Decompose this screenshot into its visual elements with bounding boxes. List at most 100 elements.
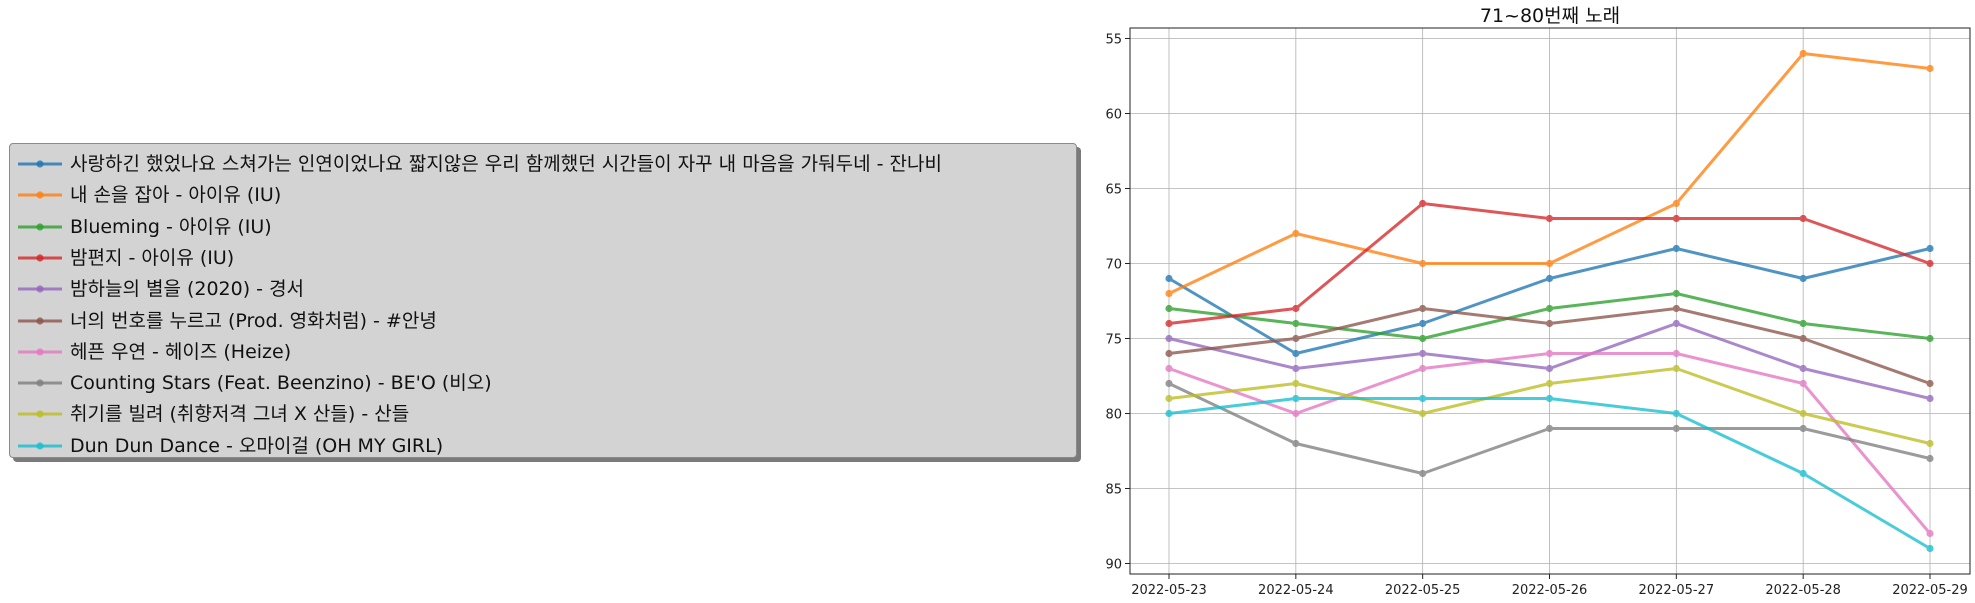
y-tick-label: 65: [1105, 183, 1122, 198]
legend-label: Counting Stars (Feat. Beenzino) - BE'O (…: [70, 372, 492, 395]
data-point: [1545, 304, 1554, 313]
data-point: [1799, 424, 1807, 433]
series-10: [1165, 394, 1934, 553]
legend-item: 밤하늘의 별을 (2020) - 경서: [10, 274, 1076, 304]
data-point: [1926, 334, 1934, 343]
series-1: [1165, 244, 1934, 358]
legend-swatch: [18, 379, 62, 387]
y-tick-label: 70: [1105, 258, 1122, 273]
legend-label: 헤픈 우연 - 헤이즈 (Heize): [70, 340, 292, 363]
plot-area: [1129, 27, 1971, 575]
grid: [1130, 28, 1970, 574]
series-2: [1165, 49, 1934, 298]
data-point: [1672, 424, 1680, 433]
data-point: [1926, 64, 1934, 73]
y-tick-label: 90: [1105, 558, 1122, 573]
legend-label: 사랑하긴 했었나요 스쳐가는 인연이었나요 짧지않은 우리 함께했던 시간들이 …: [70, 153, 942, 175]
data-point: [1545, 319, 1554, 328]
data-point: [1799, 214, 1807, 223]
y-tick-label: 60: [1105, 108, 1122, 123]
data-point: [1292, 349, 1300, 358]
chart-title: 71~80번째 노래: [1480, 5, 1620, 27]
data-point: [1926, 394, 1934, 403]
legend-swatch: [18, 442, 62, 450]
legend-item: Dun Dun Dance - 오마이걸 (OH MY GIRL): [10, 431, 1076, 461]
data-point: [1165, 349, 1173, 358]
data-point: [1165, 409, 1173, 418]
series-4: [1165, 199, 1934, 328]
x-tick-label: 2022-05-23: [1131, 583, 1207, 598]
x-tick-label: 2022-05-29: [1892, 583, 1968, 598]
data-point: [1292, 304, 1300, 313]
data-point: [1545, 424, 1554, 433]
legend-swatch: [18, 316, 62, 325]
legend-label: 내 손을 잡아 - 아이유 (IU): [70, 184, 282, 207]
data-point: [1419, 334, 1427, 343]
data-point: [1165, 379, 1173, 388]
legend-label: 밤하늘의 별을 (2020) - 경서: [70, 278, 305, 301]
data-point: [1292, 364, 1300, 373]
data-point: [1419, 349, 1427, 358]
series-7: [1165, 349, 1934, 538]
legend-item: 취기를 빌려 (취향저격 그녀 X 산들) - 산들: [10, 399, 1076, 429]
data-point: [1165, 289, 1173, 298]
data-point: [1165, 394, 1173, 403]
data-point: [1419, 469, 1427, 478]
data-point: [1165, 274, 1173, 283]
x-tick-label: 2022-05-24: [1258, 583, 1334, 598]
data-point: [1799, 334, 1807, 343]
data-point: [1545, 349, 1554, 358]
data-point: [1419, 394, 1427, 403]
legend-label: 밤편지 - 아이유 (IU): [70, 246, 235, 269]
data-point: [1545, 364, 1554, 373]
legend-item: Counting Stars (Feat. Beenzino) - BE'O (…: [10, 368, 1076, 398]
legend-label: 취기를 빌려 (취향저격 그녀 X 산들) - 산들: [70, 403, 410, 426]
legend-swatch: [18, 285, 62, 293]
data-point: [1419, 409, 1427, 418]
series-6: [1165, 304, 1934, 388]
data-point: [1545, 394, 1554, 403]
legend-item: 내 손을 잡아 - 아이유 (IU): [10, 180, 1076, 210]
legend-item: 헤픈 우연 - 헤이즈 (Heize): [10, 337, 1076, 367]
data-point: [1545, 259, 1554, 268]
data-point: [1419, 304, 1427, 313]
x-tick-label: 2022-05-25: [1385, 583, 1461, 598]
axis-ticks: 2022-05-23 2022-05-24 2022-05-25 2022-05-26…: [1105, 33, 1967, 599]
data-point: [1672, 304, 1680, 313]
data-point: [1799, 49, 1807, 58]
legend-swatch: [18, 222, 62, 231]
data-point: [1672, 319, 1680, 328]
data-point: [1419, 364, 1427, 373]
x-tick-label: 2022-05-28: [1765, 583, 1841, 598]
data-point: [1672, 289, 1680, 298]
data-point: [1165, 334, 1173, 343]
data-point: [1292, 409, 1300, 418]
data-point: [1165, 364, 1173, 373]
y-tick-label: 80: [1105, 408, 1122, 423]
data-point: [1926, 544, 1934, 553]
legend-swatch: [18, 410, 62, 418]
data-point: [1799, 364, 1807, 373]
y-tick-label: 75: [1105, 333, 1122, 348]
data-point: [1672, 199, 1680, 208]
data-point: [1292, 394, 1300, 403]
data-point: [1419, 259, 1427, 268]
data-point: [1545, 214, 1554, 223]
data-point: [1292, 379, 1300, 388]
legend-label: Dun Dun Dance - 오마이걸 (OH MY GIRL): [70, 434, 444, 457]
data-point: [1165, 304, 1173, 313]
data-point: [1292, 229, 1300, 238]
data-point: [1545, 274, 1554, 283]
legend-swatch: [18, 191, 62, 199]
legend-swatch: [18, 348, 62, 356]
data-point: [1292, 334, 1300, 343]
legend-swatch: [18, 254, 62, 262]
data-point: [1672, 214, 1680, 223]
data-point: [1926, 529, 1934, 538]
data-point: [1545, 379, 1554, 388]
legend-item: 사랑하긴 했었나요 스쳐가는 인연이었나요 짧지않은 우리 함께했던 시간들이 …: [10, 149, 1076, 179]
data-point: [1672, 349, 1680, 358]
data-point: [1672, 409, 1680, 418]
data-point: [1926, 244, 1934, 253]
